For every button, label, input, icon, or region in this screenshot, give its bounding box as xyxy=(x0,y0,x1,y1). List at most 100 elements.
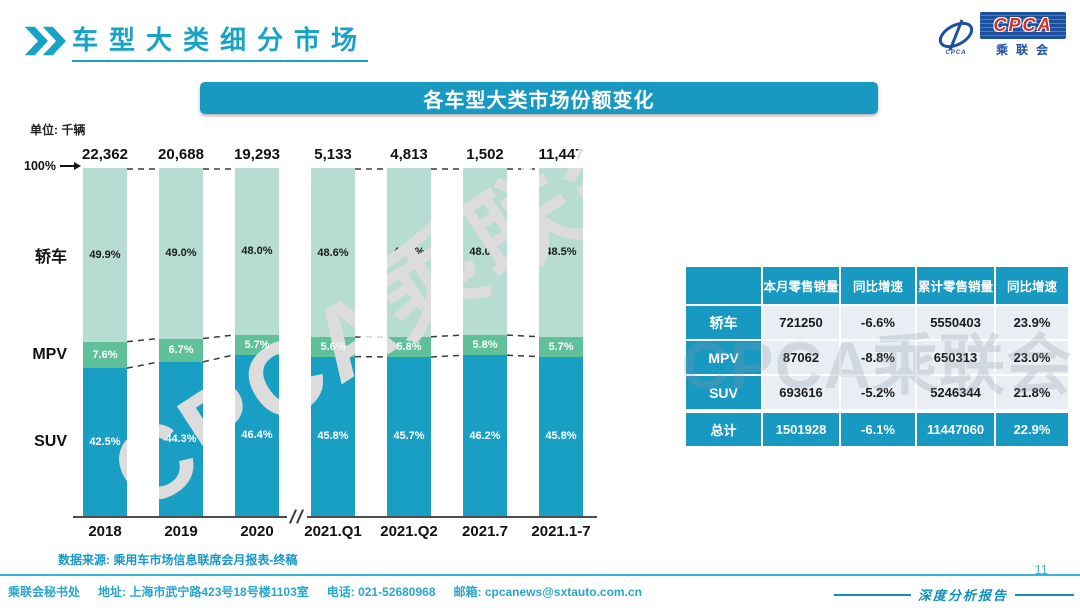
x-axis-label-2021.7: 2021.7 xyxy=(462,523,508,540)
bar-total-label: 1,502 xyxy=(466,146,504,163)
logo-acronym: CPCA xyxy=(993,15,1053,35)
double-chevron-icon xyxy=(22,25,68,57)
logo-flag: CPCA xyxy=(980,12,1066,39)
table-cell: 5550403 xyxy=(917,306,994,339)
table-cell: -5.2% xyxy=(841,376,915,409)
x-axis-line xyxy=(73,516,597,518)
page-footer-deco: 11 深度分析报告 xyxy=(834,562,1074,603)
cpca-emblem-icon: CPCA xyxy=(935,18,977,56)
chart-title-banner: 各车型大类市场份额变化 xyxy=(200,82,878,114)
bar-2021.Q1: 5,133 48.6% 5.6% 45.8% 2021.Q1 xyxy=(304,146,362,540)
data-source-note: 数据来源: 乘用车市场信息联席会月报表-终稿 xyxy=(58,553,298,567)
series-label-mpv: MPV xyxy=(32,345,67,363)
sales-table-total: 总计 1501928 -6.1% 11447060 22.9% xyxy=(686,413,1068,446)
table-total-cell: 11447060 xyxy=(917,413,994,446)
segment-suv-2021.1-7: 45.8% xyxy=(539,356,583,516)
table-cell: 721250 xyxy=(763,306,839,339)
table-total-cell: 22.9% xyxy=(996,413,1068,446)
table-total-cell: 1501928 xyxy=(763,413,839,446)
unit-note: 单位: 千辆 xyxy=(30,123,86,137)
x-axis-label-2019: 2019 xyxy=(164,523,198,540)
segment-sedan-2021.Q1: 48.6% xyxy=(311,168,355,338)
page-number: 11 xyxy=(1034,562,1049,577)
bar-total-label: 20,688 xyxy=(158,146,204,163)
table-cell: 693616 xyxy=(763,376,839,409)
table-row-label: SUV xyxy=(686,376,761,409)
axis-break-mark xyxy=(287,508,307,526)
x-axis-label-2018: 2018 xyxy=(88,523,122,540)
table-header-cell: 同比增速 xyxy=(996,267,1068,304)
segment-sedan-2021.Q2: 48.5% xyxy=(387,168,431,337)
segment-sedan-2018: 49.9% xyxy=(83,168,127,342)
share-chart: 100% 22,362 49.9% 7.6% 42.5% 2018 20,688 49.0%… xyxy=(24,146,597,540)
segment-sedan-2019: 49.0% xyxy=(159,168,203,339)
footer-address: 地址: 上海市武宁路423号18号楼1103室 xyxy=(98,585,309,599)
table-row-label: MPV xyxy=(686,341,761,374)
bar-total-label: 19,293 xyxy=(234,146,280,163)
bar-2021.Q2: 4,813 48.5% 5.8% 45.7% 2021.Q2 xyxy=(380,146,438,540)
logo-org-name: 乘联会 xyxy=(995,43,1056,57)
table-cell: 21.8% xyxy=(996,376,1068,409)
sales-table: 本月零售销量 同比增速 累计零售销量 同比增速 轿车 721250 -6.6% 5550403… xyxy=(686,267,1068,446)
y-axis-100pct-label: 100% xyxy=(24,159,56,173)
segment-suv-2021.Q2: 45.7% xyxy=(387,356,431,516)
footer-secretariat: 乘联会秘书处 xyxy=(8,585,81,599)
table-total-cell: -6.1% xyxy=(841,413,915,446)
logo-emblem-caption: CPCA xyxy=(945,50,967,56)
page-title: 车型大类细分市场 xyxy=(72,20,369,62)
footer-divider xyxy=(0,574,1080,576)
segment-sedan-2020: 48.0% xyxy=(235,168,279,335)
segment-mpv-2021.1-7: 5.7% xyxy=(539,336,583,357)
bar-total-label: 5,133 xyxy=(314,146,352,163)
segment-sedan-2021.7: 48.0% xyxy=(463,168,507,336)
cpca-logo: CPCA CPCA 乘联会 xyxy=(935,12,1066,58)
table-cell: 650313 xyxy=(917,341,994,374)
segment-mpv-2021.Q1: 5.6% xyxy=(311,337,355,357)
series-label-suv: SUV xyxy=(34,433,67,451)
right-arrow-icon xyxy=(60,162,81,170)
table-total-label: 总计 xyxy=(686,413,761,446)
segment-suv-2019: 44.3% xyxy=(159,361,203,516)
footer-phone: 电话: 021-52680968 xyxy=(326,585,436,599)
table-header-cell: 同比增速 xyxy=(841,267,915,304)
table-cell: -8.8% xyxy=(841,341,915,374)
dashed-connectors xyxy=(126,168,540,369)
x-axis-label-2021.Q1: 2021.Q1 xyxy=(304,523,362,540)
bar-total-label: 22,362 xyxy=(82,146,128,163)
bar-2021.7: 1,502 48.0% 5.8% 46.2% 2021.7 xyxy=(462,146,508,540)
segment-suv-2020: 46.4% xyxy=(235,354,279,516)
segment-suv-2021.Q1: 45.8% xyxy=(311,356,355,516)
table-header-cell: 累计零售销量 xyxy=(917,267,994,304)
table-cell: 5246344 xyxy=(917,376,994,409)
y-axis-100pct-marker: 100% xyxy=(24,159,81,173)
sales-table-main: 本月零售销量 同比增速 累计零售销量 同比增速 轿车 721250 -6.6% 5550403… xyxy=(686,267,1068,409)
report-label: 深度分析报告 xyxy=(917,588,1008,603)
bar-2019: 20,688 49.0% 6.7% 44.3% 2019 xyxy=(158,146,204,540)
table-cell: -6.6% xyxy=(841,306,915,339)
segment-suv-2018: 42.5% xyxy=(83,368,127,516)
table-header-cell xyxy=(686,267,761,304)
bar-total-label: 4,813 xyxy=(390,146,428,163)
segment-sedan-2021.1-7: 48.5% xyxy=(539,168,583,337)
table-cell: 87062 xyxy=(763,341,839,374)
table-cell: 23.0% xyxy=(996,341,1068,374)
table-cell: 23.9% xyxy=(996,306,1068,339)
segment-mpv-2018: 7.6% xyxy=(83,341,127,369)
deco-line xyxy=(1014,593,1074,596)
series-label-sedan: 轿车 xyxy=(34,248,67,266)
bar-2020: 19,293 48.0% 5.7% 46.4% 2020 xyxy=(234,146,280,540)
segment-mpv-2021.7: 5.8% xyxy=(463,335,507,356)
table-header-cell: 本月零售销量 xyxy=(763,267,839,304)
segment-mpv-2019: 6.7% xyxy=(159,338,203,362)
x-axis-label-2021.1-7: 2021.1-7 xyxy=(531,523,591,540)
bar-2018: 22,362 49.9% 7.6% 42.5% 2018 xyxy=(82,146,128,540)
report-label-row: 深度分析报告 xyxy=(834,585,1074,604)
bar-total-label: 11,447 xyxy=(538,146,584,163)
segment-suv-2021.7: 46.2% xyxy=(463,355,507,516)
deco-line xyxy=(834,593,911,596)
x-axis-label-2021.Q2: 2021.Q2 xyxy=(380,523,438,540)
footer-contact: 乘联会秘书处 地址: 上海市武宁路423号18号楼1103室 电话: 021-5… xyxy=(8,583,642,600)
segment-mpv-2021.Q2: 5.8% xyxy=(387,336,431,357)
bar-2021.1-7: 11,447 48.5% 5.7% 45.8% 2021.1-7 xyxy=(531,146,590,540)
